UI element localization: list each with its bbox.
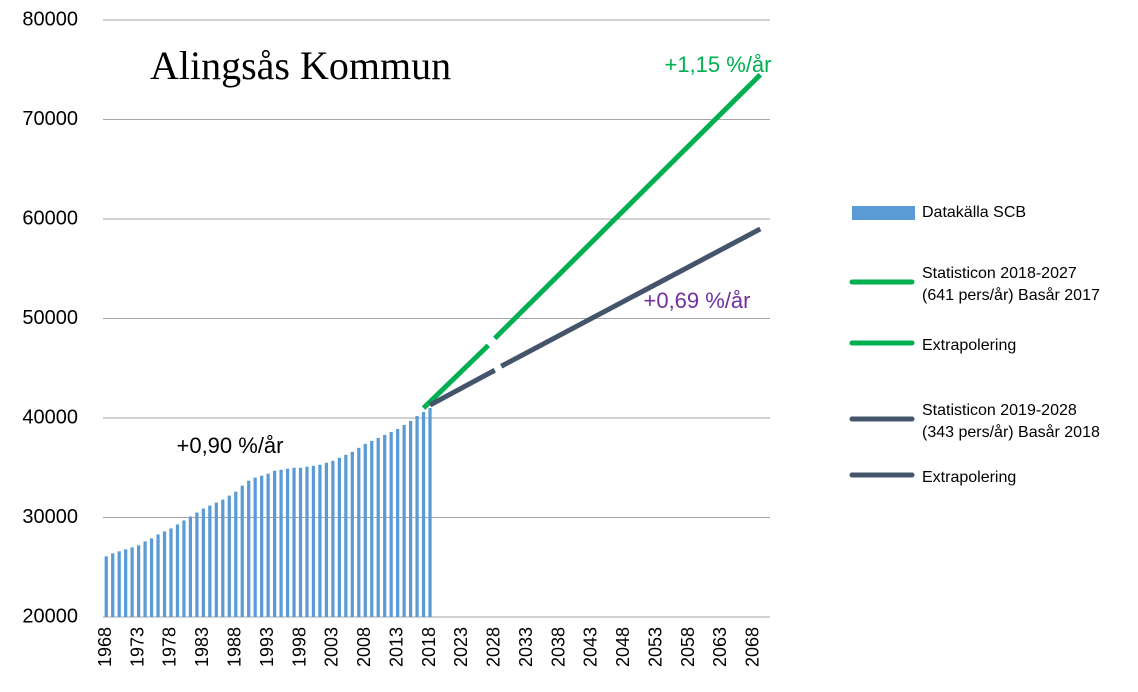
bar: [305, 466, 309, 617]
bar: [285, 468, 290, 617]
bar: [240, 485, 244, 617]
legend-swatch: [852, 206, 915, 220]
bar: [383, 434, 387, 617]
bar: [117, 551, 121, 617]
bar: [344, 454, 348, 617]
x-tick-label: 1973: [127, 627, 147, 667]
bar: [318, 464, 322, 617]
x-tick-label: 2033: [516, 627, 536, 667]
x-tick-label: 1968: [95, 627, 115, 667]
bar: [428, 408, 432, 617]
x-tick-label: 2028: [484, 627, 504, 667]
y-tick-label: 30000: [22, 506, 78, 528]
bar: [350, 451, 354, 617]
y-tick-label: 20000: [22, 605, 78, 627]
annotation: +0,69 %/år: [643, 288, 750, 313]
bar: [214, 502, 218, 617]
y-tick-label: 50000: [22, 307, 78, 329]
y-tick-label: 70000: [22, 108, 78, 130]
legend-label: Datakälla SCB: [922, 204, 1026, 221]
bar: [376, 437, 380, 617]
x-tick-label: 1978: [160, 627, 180, 667]
bar: [260, 475, 264, 617]
bar: [253, 477, 257, 617]
bar: [162, 531, 167, 617]
legend-label: Extrapolering: [922, 337, 1016, 354]
legend-label: Extrapolering: [922, 469, 1016, 486]
x-tick-label: 2018: [419, 627, 439, 667]
x-tick-label: 2063: [710, 627, 730, 667]
x-tick-label: 2048: [613, 627, 633, 667]
bar: [143, 541, 147, 617]
bar: [182, 520, 186, 617]
chart-title: Alingsås Kommun: [150, 43, 451, 88]
bar: [266, 473, 270, 617]
bar: [331, 460, 335, 617]
bar: [311, 465, 316, 617]
x-tick-label: 2008: [354, 627, 374, 667]
bar: [130, 547, 134, 617]
bar: [402, 424, 406, 617]
bar: [396, 428, 400, 617]
x-tick-label: 2013: [386, 627, 406, 667]
bar: [292, 467, 296, 617]
x-tick-label: 1993: [257, 627, 277, 667]
bar: [389, 431, 393, 617]
bar: [363, 443, 367, 617]
bar: [337, 457, 341, 617]
legend-label: Statisticon 2018-2027 (641 pers/år) Basår…: [922, 265, 1100, 304]
series-line: [428, 368, 496, 408]
bar: [272, 470, 277, 617]
legend-label-line: Statisticon 2018-2027: [922, 265, 1077, 282]
bar: [221, 499, 225, 617]
series-line: [500, 226, 762, 369]
bar: [279, 469, 283, 617]
bar: [156, 534, 160, 617]
x-tick-label: 2068: [743, 627, 763, 667]
x-tick-label: 2043: [581, 627, 601, 667]
bar: [370, 440, 374, 617]
bar: [421, 412, 426, 617]
x-tick-label: 2023: [451, 627, 471, 667]
bar: [169, 528, 173, 617]
bar: [234, 491, 238, 617]
bar: [208, 505, 212, 617]
y-tick-label: 60000: [22, 207, 78, 229]
bar: [298, 467, 303, 617]
legend-label: Statisticon 2019-2028 (343 pers/år) Basår…: [922, 402, 1100, 441]
x-tick-label: 2058: [678, 627, 698, 667]
bar: [136, 545, 141, 617]
annotation: +1,15 %/år: [664, 52, 771, 77]
bar: [415, 416, 419, 617]
bar: [195, 512, 199, 617]
x-tick-label: 2003: [322, 627, 342, 667]
bar: [201, 508, 205, 617]
bar: [247, 480, 251, 617]
x-tick-label: 1988: [225, 627, 245, 667]
legend-label-line: (343 pers/år) Basår 2018: [922, 423, 1100, 441]
legend-label-line: (641 pers/år) Basår 2017: [922, 286, 1100, 304]
series-line: [493, 72, 763, 341]
bar: [149, 538, 154, 617]
x-tick-label: 1983: [192, 627, 212, 667]
bar: [188, 516, 193, 617]
bar: [111, 553, 115, 617]
bar: [408, 420, 413, 617]
bar: [104, 556, 108, 617]
x-tick-label: 2053: [645, 627, 665, 667]
x-tick-label: 1998: [289, 627, 309, 667]
bar: [357, 447, 361, 617]
series-line: [421, 343, 491, 410]
legend-label-line: Statisticon 2019-2028: [922, 402, 1077, 419]
annotation: +0,90 %/år: [176, 433, 283, 458]
bar: [175, 524, 180, 617]
bar: [324, 462, 329, 617]
bar: [124, 549, 128, 617]
bar: [227, 495, 231, 617]
x-tick-label: 2038: [548, 627, 568, 667]
y-tick-label: 40000: [22, 406, 78, 428]
y-tick-label: 80000: [22, 8, 78, 30]
